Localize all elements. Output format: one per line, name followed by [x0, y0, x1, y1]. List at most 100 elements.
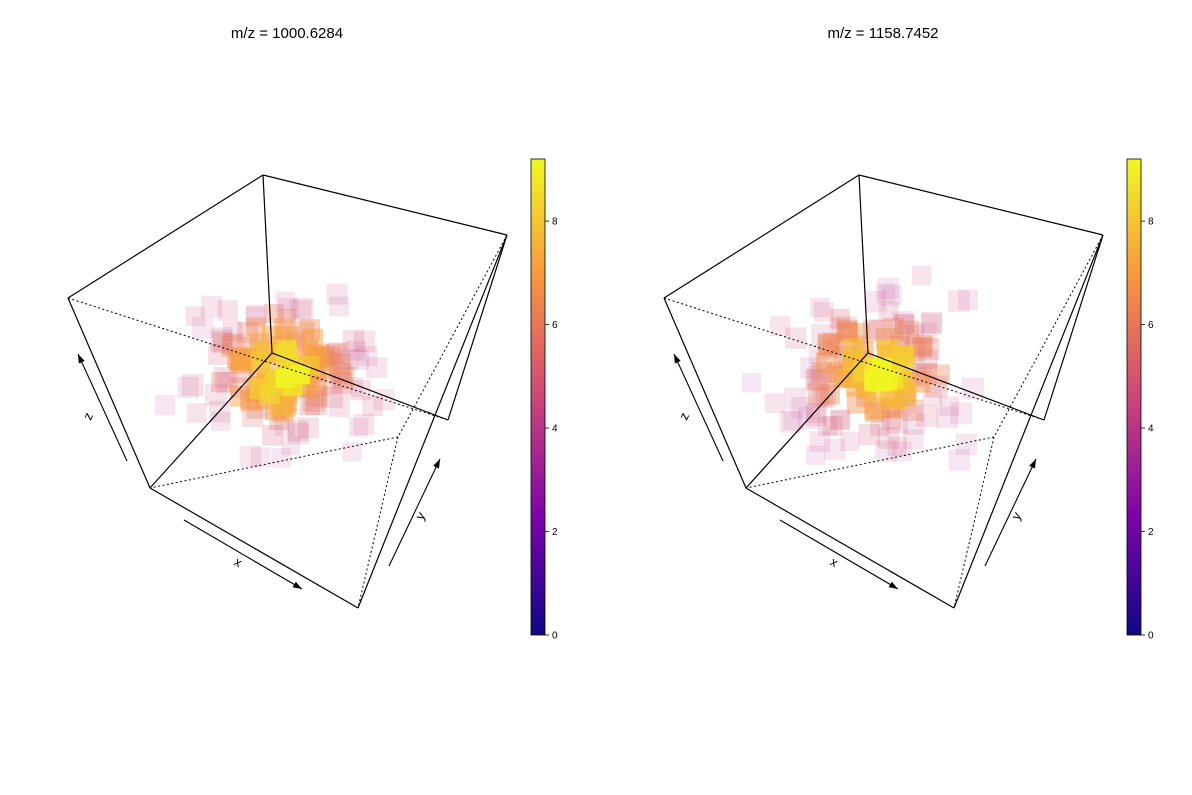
z-axis-arrow: [77, 353, 128, 462]
box-edge-hidden: [663, 297, 1045, 421]
data-point: [245, 304, 267, 326]
points-layer: [741, 265, 984, 471]
data-point: [858, 424, 880, 446]
data-point: [881, 410, 901, 430]
data-point: [807, 368, 828, 390]
y-axis-label: y: [412, 509, 428, 523]
data-point: [815, 386, 836, 407]
chart-title: m/z = 1000.6284: [231, 25, 343, 42]
data-point: [338, 349, 359, 370]
data-point: [891, 311, 914, 333]
data-point: [295, 322, 315, 342]
data-point: [903, 413, 925, 435]
data-point: [245, 306, 265, 326]
box-edge: [67, 297, 151, 489]
data-point: [325, 343, 346, 364]
data-point: [342, 442, 362, 462]
box-edge: [663, 297, 747, 489]
data-point: [290, 364, 310, 385]
data-point: [764, 393, 785, 414]
y-axis-arrow: [984, 458, 1037, 567]
data-point: [216, 371, 238, 394]
data-point: [269, 410, 289, 430]
data-point: [211, 371, 232, 393]
data-point: [877, 277, 900, 299]
box-edge: [262, 174, 273, 354]
data-point: [863, 319, 884, 340]
data-point: [278, 298, 299, 319]
data-point: [779, 411, 802, 433]
data-point: [881, 285, 902, 306]
x-axis-arrow: [779, 519, 899, 590]
data-point: [342, 330, 365, 352]
box-edge: [745, 487, 955, 609]
data-point: [191, 316, 214, 339]
data-point: [838, 321, 858, 341]
data-point: [830, 410, 851, 431]
data-point: [250, 447, 271, 468]
panel-right: m/z = 1158.7452 x y z 0 2 4 6 8: [663, 25, 1154, 642]
data-point: [207, 344, 229, 365]
data-point: [177, 376, 199, 399]
data-point: [211, 327, 232, 347]
data-point: [185, 306, 206, 326]
data-point: [948, 449, 970, 471]
data-point: [205, 383, 227, 406]
data-point: [289, 300, 312, 322]
data-point: [230, 385, 251, 407]
data-point: [875, 440, 897, 462]
chart-title: m/z = 1158.7452: [827, 25, 938, 42]
box-edge-hidden: [149, 436, 399, 489]
data-point: [293, 298, 314, 319]
data-point: [812, 387, 833, 408]
data-point: [814, 301, 834, 322]
data-point: [353, 413, 375, 435]
data-point: [275, 291, 296, 312]
data-point: [921, 313, 942, 335]
data-point: [905, 324, 925, 344]
box-edge: [953, 234, 1104, 609]
data-point: [275, 368, 296, 388]
colorbar-tick-label: 6: [1148, 320, 1154, 331]
data-point: [955, 433, 978, 455]
plot-box: [663, 174, 1104, 609]
colorbar-tick-label: 6: [552, 320, 558, 331]
axis-arrows: [673, 353, 1037, 590]
data-point: [835, 316, 857, 339]
data-point: [807, 383, 830, 406]
data-point: [809, 431, 831, 452]
data-point: [214, 366, 235, 388]
data-point: [800, 357, 822, 379]
data-point: [877, 427, 900, 449]
data-point: [321, 386, 344, 409]
data-point: [326, 283, 348, 305]
colorbar-gradient: [1126, 158, 1142, 636]
data-point: [840, 431, 860, 451]
data-point: [878, 301, 899, 322]
data-point: [329, 296, 349, 317]
panel-left: m/z = 1000.6284 x y z 0 2 4 6 8: [67, 25, 558, 642]
data-point: [357, 345, 378, 366]
data-point: [155, 395, 176, 416]
colorbar-gradient: [530, 158, 546, 636]
data-point: [915, 322, 937, 344]
data-point: [276, 308, 296, 328]
colorbar-tick-label: 0: [1148, 631, 1154, 642]
data-point: [332, 367, 355, 389]
data-point: [277, 340, 297, 360]
data-point: [306, 386, 328, 407]
data-point: [259, 384, 280, 405]
box-edge: [149, 487, 359, 609]
box-edge: [357, 234, 508, 609]
data-point: [348, 349, 369, 371]
data-point: [785, 327, 807, 349]
box-edge-hidden: [745, 436, 995, 489]
data-point: [903, 429, 924, 450]
data-point: [328, 362, 350, 384]
colorbar-tick-label: 2: [552, 527, 558, 538]
colorbar: 0 2 4 6 8: [1126, 158, 1154, 642]
box-edge-hidden: [67, 297, 449, 421]
box-edge: [867, 352, 1045, 421]
data-point: [181, 374, 204, 396]
